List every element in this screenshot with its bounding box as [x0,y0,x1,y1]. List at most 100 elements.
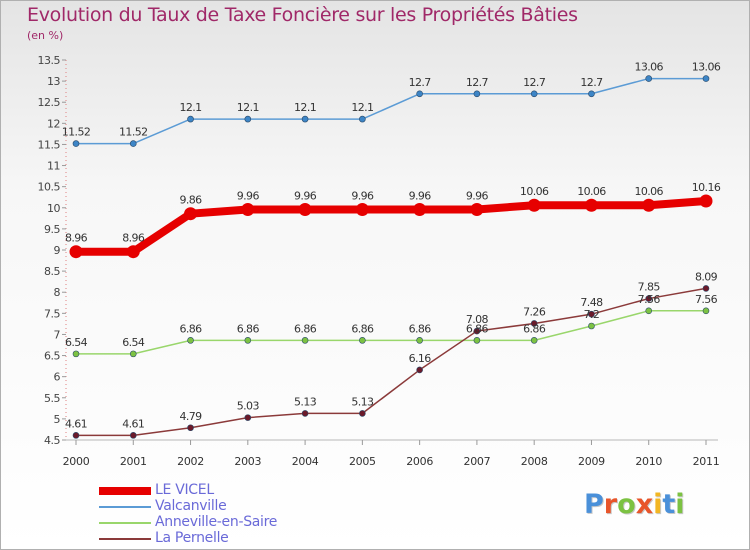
data-point [72,140,80,147]
data-point [530,337,538,344]
legend-label: La Pernelle [155,530,229,546]
y-tick-label: 5.5 [44,392,60,405]
data-point [129,432,137,439]
data-label: 12.1 [294,101,316,114]
data-label: 10.06 [577,185,606,198]
y-tick-label: 12 [47,117,60,130]
data-label: 12.1 [351,101,373,114]
data-label: 6.86 [466,322,489,335]
y-tick-label: 8.5 [44,265,60,278]
series-la-pernelle [72,285,710,439]
data-point [588,90,595,98]
data-label: 12.7 [466,76,489,89]
data-point [473,337,481,344]
data-label: 13.06 [634,61,663,74]
data-label: 7.56 [638,293,661,306]
x-tick-label: 2002 [177,455,204,468]
data-label: 6.86 [179,322,202,335]
y-tick-label: 13.5 [38,54,61,67]
y-tick-label: 5 [54,413,61,426]
data-label: 8.96 [65,232,88,245]
x-tick-label: 2010 [635,455,662,468]
data-point [702,285,710,292]
data-label: 4.61 [122,417,144,430]
data-point [527,198,541,212]
y-tick-label: 7.5 [44,307,60,320]
data-label: 6.86 [523,322,546,335]
data-point [244,115,252,123]
data-point [702,75,710,82]
data-point [416,366,423,374]
data-point [645,75,653,82]
data-label: 11.52 [119,126,148,139]
data-label: 6.54 [65,336,88,349]
data-point [241,202,255,216]
x-tick-label: 2000 [63,455,90,468]
legend-label: LE VICEL [155,482,214,498]
y-tick-label: 11.5 [38,138,61,151]
data-point [645,295,653,302]
data-label: 6.86 [409,322,432,335]
legend-swatch [99,522,151,524]
y-tick-label: 12.5 [38,96,61,109]
data-point [184,207,198,221]
data-point [473,90,481,98]
x-tick-label: 2001 [120,455,147,468]
data-point [244,414,252,421]
data-point [416,90,423,98]
data-label: 5.13 [294,395,317,408]
y-tick-label: 8 [54,286,61,299]
data-point [473,327,481,335]
data-label: 12.7 [580,76,603,89]
legend-swatch [99,538,151,540]
data-point [470,202,484,216]
data-label: 9.96 [237,189,260,202]
data-label: 12.1 [179,101,201,114]
legend-swatch [99,506,151,508]
data-label: 6.16 [409,352,432,365]
x-tick-label: 2003 [234,455,261,468]
data-point [187,115,194,123]
y-tick-label: 6.5 [44,350,60,363]
x-tick-label: 2008 [521,455,548,468]
data-label: 10.16 [692,181,721,194]
data-point [187,424,194,432]
data-label: 6.86 [351,322,374,335]
data-label: 6.54 [122,336,145,349]
series-line [75,77,707,145]
y-tick-label: 9 [54,244,61,257]
data-point [584,198,598,212]
data-label: 8.09 [695,270,718,283]
data-point [530,90,538,98]
data-point [702,307,710,315]
data-label: 10.06 [520,185,549,198]
data-label: 10.06 [634,185,663,198]
y-tick-label: 6 [54,371,61,384]
data-label: 9.96 [466,189,489,202]
data-label: 7.08 [466,313,489,326]
y-tick-label: 11 [47,160,60,173]
data-point [129,350,137,358]
data-label: 7.2 [584,308,600,321]
axes: 4.5 5 5.5 6 6.5 7 7.5 8 8.5 9 9.5 10 10.5 11 11.5 12 12.… [38,54,720,468]
data-label: 13.06 [692,61,721,74]
x-tick-label: 2004 [292,455,319,468]
data-point [355,202,369,216]
data-point [359,115,366,123]
data-label: 12.1 [237,101,259,114]
data-point [298,202,312,216]
data-point [413,202,427,216]
data-label: 9.86 [179,194,202,207]
data-point [588,322,595,330]
data-label: 12.7 [409,76,432,89]
x-tick-label: 2006 [406,455,433,468]
data-point [530,320,538,327]
data-label: 7.85 [638,281,661,294]
data-label: 9.96 [351,189,374,202]
y-tick-label: 4.5 [44,434,60,447]
legend-label: Valcanville [155,498,227,514]
series-le-vicel [69,194,713,259]
x-tick-label: 2007 [464,455,491,468]
